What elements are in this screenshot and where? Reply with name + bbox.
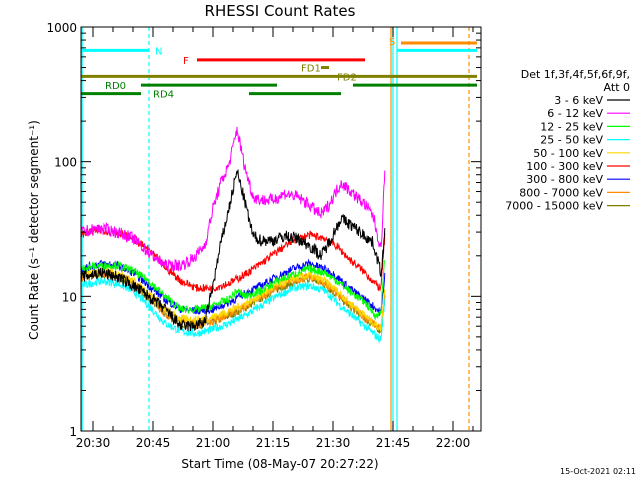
flag-label-fd2: FD2 xyxy=(337,72,357,83)
flag-label-rd4: RD4 xyxy=(153,90,174,101)
axes: 1 10 100 1000 20:30 20:45 21:00 21:15 21:30 21:45… xyxy=(46,21,481,450)
legend-entry-label: 800 - 7000 keV xyxy=(519,186,603,199)
y-tick-label: 1 xyxy=(69,425,77,439)
y-tick-label: 10 xyxy=(62,290,77,304)
chart-title: RHESSI Count Rates xyxy=(205,2,356,20)
series-line-300-800kev xyxy=(80,258,386,316)
flag-label-fd1: FD1 xyxy=(301,64,321,75)
flag-label-n: N xyxy=(155,46,162,57)
legend-entry-label: 100 - 300 keV xyxy=(526,160,603,173)
series-line-50-100kev xyxy=(80,267,386,332)
flag-label-s: S xyxy=(389,37,395,48)
x-tick-label: 21:15 xyxy=(256,436,291,450)
x-tick-label: 21:30 xyxy=(316,436,351,450)
series-line-7000-15000kev xyxy=(80,271,386,335)
legend-entry-label: 6 - 12 keV xyxy=(547,107,603,120)
legend-entry-label: 50 - 100 keV xyxy=(533,147,603,160)
series-line-6-12kev xyxy=(80,126,386,273)
x-tick-label: 21:45 xyxy=(376,436,411,450)
legend-entry-label: 3 - 6 keV xyxy=(554,94,603,107)
x-tick-label: 20:45 xyxy=(136,436,171,450)
legend-title-line2: Att 0 xyxy=(604,81,630,94)
legend-entry-label: 7000 - 15000 keV xyxy=(505,200,603,213)
plot-frame xyxy=(80,26,482,432)
series-line-12-25kev xyxy=(80,260,385,321)
series-line-100-300kev xyxy=(80,225,386,293)
y-tick-label: 1000 xyxy=(46,21,77,35)
plot-area: N S F FD1 FD2 RD0 RD4 xyxy=(80,27,477,431)
x-tick-label: 22:00 xyxy=(436,436,471,450)
legend: Det 1f,3f,4f,5f,6f,9f, Att 0 3 - 6 keV6 … xyxy=(505,68,630,213)
series-line-25-50kev xyxy=(80,276,386,344)
legend-entry-label: 300 - 800 keV xyxy=(526,173,603,186)
x-tick-label: 21:00 xyxy=(196,436,231,450)
y-tick-label: 100 xyxy=(54,156,77,170)
series-line-800-7000kev xyxy=(80,268,386,331)
x-axis-label: Start Time (08-May-07 20:27:22) xyxy=(181,457,378,471)
legend-entry-label: 12 - 25 keV xyxy=(540,120,603,133)
x-tick-label: 20:30 xyxy=(76,436,111,450)
flag-label-f: F xyxy=(183,56,189,67)
y-axis-label: Count Rate (s⁻¹ detector segment⁻¹) xyxy=(27,120,41,340)
legend-title-line1: Det 1f,3f,4f,5f,6f,9f, xyxy=(521,68,630,81)
date-stamp: 15-Oct-2021 02:11 xyxy=(560,467,636,476)
legend-entry-label: 25 - 50 keV xyxy=(540,134,603,147)
flag-label-rd0: RD0 xyxy=(105,81,126,92)
series-line-3-6kev xyxy=(80,168,386,332)
